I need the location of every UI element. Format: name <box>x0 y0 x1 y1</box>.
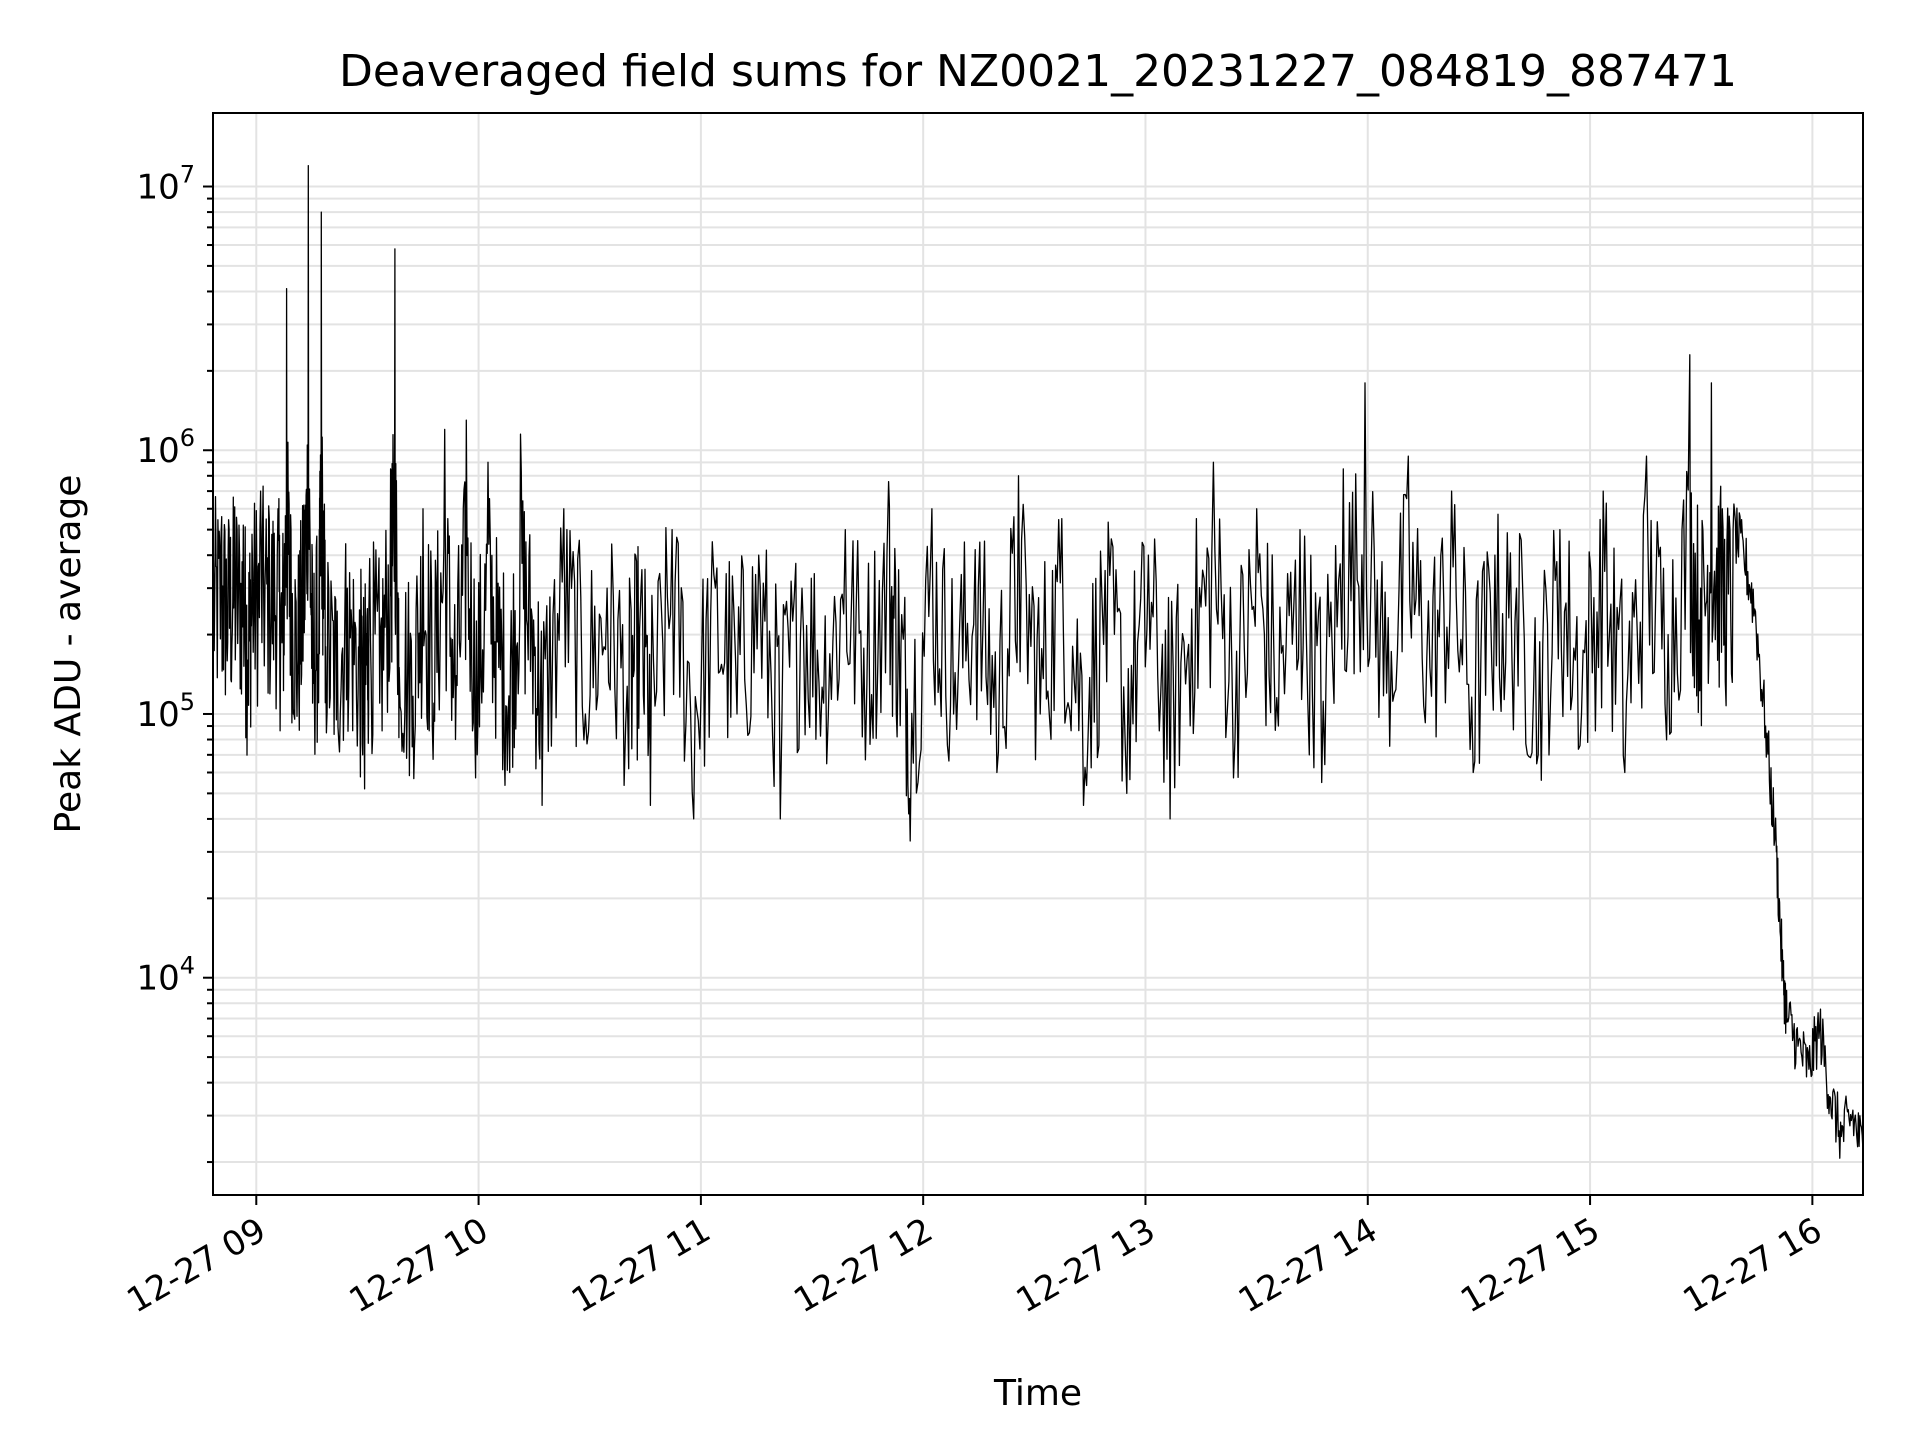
y-tick-base: 10 <box>136 431 179 471</box>
y-tick-base: 10 <box>136 695 179 735</box>
chart-title: Deaveraged field sums for NZ0021_2023122… <box>339 46 1737 97</box>
x-tick-label: 12-27 12 <box>787 1210 939 1321</box>
y-axis-label: Peak ADU - average <box>48 475 89 834</box>
y-tick-label: 105 <box>136 688 195 735</box>
x-axis-label: Time <box>993 1373 1082 1414</box>
series-line <box>212 164 1864 1159</box>
y-tick-exponent: 4 <box>180 952 195 980</box>
x-tick-label: 12-27 10 <box>343 1210 495 1321</box>
y-tick-exponent: 5 <box>180 688 195 716</box>
x-tick-label: 12-27 13 <box>1010 1210 1162 1321</box>
grid-lines <box>213 113 1863 1195</box>
y-tick-label: 104 <box>136 952 195 999</box>
x-tick-label: 12-27 16 <box>1676 1210 1828 1321</box>
x-tick-label: 12-27 09 <box>120 1210 272 1321</box>
y-tick-label: 107 <box>136 161 195 208</box>
y-tick-base: 10 <box>136 168 179 208</box>
x-tick-label: 12-27 11 <box>565 1210 717 1321</box>
y-tick-exponent: 6 <box>180 424 195 452</box>
y-tick-base: 10 <box>136 959 179 999</box>
y-tick-label: 106 <box>136 424 195 471</box>
plot-frame <box>212 112 1864 1196</box>
y-tick-exponent: 7 <box>180 161 195 189</box>
x-tick-label: 12-27 15 <box>1454 1210 1606 1321</box>
x-tick-label: 12-27 14 <box>1232 1210 1384 1321</box>
x-axis-ticks: 12-27 09 12-27 10 12-27 11 12-27 12 12-27 13… <box>120 1195 1829 1321</box>
